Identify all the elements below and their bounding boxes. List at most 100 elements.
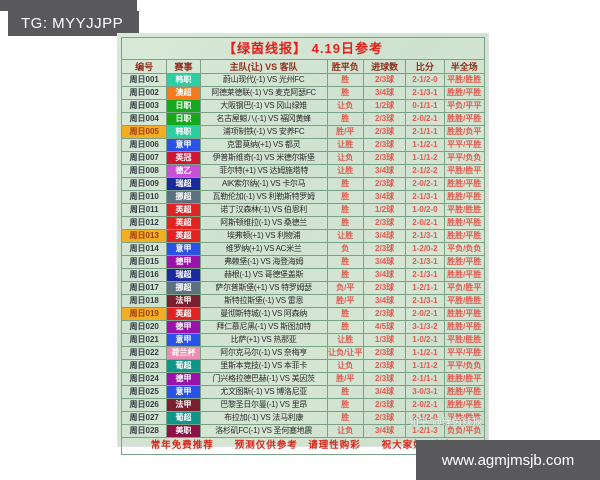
league-badge: 葡超 <box>166 359 201 373</box>
result-pick-cell: 胜 <box>326 385 364 399</box>
league-badge: 英超 <box>166 307 201 321</box>
match-teams-cell: 诺丁汉森林(-1) VS 伯恩利 <box>199 203 328 217</box>
match-number-cell: 周日004 <box>120 112 168 126</box>
match-number-cell: 周日007 <box>120 151 168 165</box>
goals-pick-cell: 1/2球 <box>362 203 407 217</box>
goals-pick-cell: 2/3球 <box>362 112 407 126</box>
result-pick-cell: 胜 <box>326 398 364 412</box>
match-teams-cell: 赫根(-1) VS 哥德堡盖斯 <box>199 268 328 282</box>
league-badge: 英冠 <box>166 151 201 165</box>
goals-pick-cell: 3/4球 <box>362 268 407 282</box>
column-header-4: 进球数 <box>362 59 407 74</box>
halftime-fulltime-cell: 胜胜/平胜 <box>443 86 486 100</box>
column-header-2: 主队(让) VS 客队 <box>199 59 328 74</box>
match-teams-cell: 拜仁慕尼黑(-1) VS 斯图加特 <box>199 320 328 334</box>
halftime-fulltime-cell: 平胜/胜胜 <box>443 333 486 347</box>
league-badge: 韩职 <box>166 125 201 139</box>
league-badge: 荷兰杯 <box>166 346 201 360</box>
result-pick-cell: 胜 <box>326 216 364 230</box>
match-teams-cell: 曼彻斯特城(-1) VS 阿森纳 <box>199 307 328 321</box>
score-pick-cell: 1-1/2-1 <box>405 138 445 152</box>
league-badge: 德甲 <box>166 320 201 334</box>
match-teams-cell: 名古屋鲸八(-1) VS 福冈黄蜂 <box>199 112 328 126</box>
tips-table-photo: 【绿茵线报】 4.19日参考 编号 赛事 主队(让) VS 客队 胜平负 进球数 比分 半全… <box>118 34 488 455</box>
halftime-fulltime-cell: 平胜/胜平 <box>443 164 486 178</box>
goals-pick-cell: 3/4球 <box>362 385 407 399</box>
halftime-fulltime-cell: 胜胜/平胜 <box>443 255 486 269</box>
match-number-cell: 周日010 <box>120 190 168 204</box>
result-pick-cell: 让负 <box>326 424 364 438</box>
match-row: 周日008 德乙 菲尔特(+1) VS 达姆施塔特 让胜 3/4球 2-1/2-2 平胜/胜… <box>120 164 486 178</box>
column-header-6: 半全场 <box>443 59 486 74</box>
result-pick-cell: 让胜 <box>326 138 364 152</box>
match-number-cell: 周日013 <box>120 229 168 243</box>
league-badge: 意甲 <box>166 333 201 347</box>
zhihu-watermark: 知乎 @绿茵线报 <box>408 416 483 429</box>
league-badge: 挪超 <box>166 190 201 204</box>
goals-pick-cell: 3/4球 <box>362 424 407 438</box>
result-pick-cell: 胜 <box>326 177 364 191</box>
match-number-cell: 周日016 <box>120 268 168 282</box>
goals-pick-cell: 1/2球 <box>362 99 407 113</box>
result-pick-cell: 胜/平 <box>326 372 364 386</box>
league-badge: 意甲 <box>166 138 201 152</box>
goals-pick-cell: 2/3球 <box>362 359 407 373</box>
score-pick-cell: 2-1/2-0 <box>405 73 445 87</box>
result-pick-cell: 胜 <box>326 86 364 100</box>
result-pick-cell: 让胜 <box>326 333 364 347</box>
match-teams-cell: 尤文图斯(-1) VS 博洛尼亚 <box>199 385 328 399</box>
goals-pick-cell: 3/4球 <box>362 86 407 100</box>
score-pick-cell: 1-1/1-2 <box>405 359 445 373</box>
result-pick-cell: 负 <box>326 242 364 256</box>
match-number-cell: 周日021 <box>120 333 168 347</box>
table-title: 【绿茵线报】 4.19日参考 <box>121 37 485 60</box>
match-row: 周日025 意甲 尤文图斯(-1) VS 博洛尼亚胜 3/4球 3-0/3-1 胜胜/平胜 <box>120 385 486 399</box>
match-number-cell: 周日008 <box>120 164 168 178</box>
column-header-1: 赛事 <box>166 59 201 74</box>
match-row: 周日010 挪超 瓦勒伦加(-1) VS 利勒斯特罗姆胜 3/4球 2-1/3-1 胜胜/… <box>120 190 486 204</box>
goals-pick-cell: 2/3球 <box>362 73 407 87</box>
match-number-cell: 周日024 <box>120 372 168 386</box>
match-row: 周日005 韩职 浦项制铁(-1) VS 安养FC 胜/平 2/3球 2-1/1-1 胜胜/… <box>120 125 486 139</box>
match-row: 周日017 挪超 萨尔普斯堡(+1) VS 特罗姆瑟 负/平 2/3球 1-2/1-1 平负… <box>120 281 486 295</box>
match-teams-cell: 布拉加(-1) VS 法马利康 <box>199 411 328 425</box>
result-pick-cell: 让负 <box>326 99 364 113</box>
column-header-5: 比分 <box>405 59 445 74</box>
match-number-cell: 周日023 <box>120 359 168 373</box>
site-badge: www.agmjmsjb.com <box>416 440 600 480</box>
goals-pick-cell: 2/3球 <box>362 138 407 152</box>
match-row: 周日023 葡超 里斯本竞技(-1) VS 本菲卡 让负 2/3球 1-1/1-2 平平/负… <box>120 359 486 373</box>
match-row: 周日001 韩职 蔚山现代(-1) VS 光州FC 胜 2/3球 2-1/2-0 平胜/胜胜 <box>120 73 486 87</box>
halftime-fulltime-cell: 平胜/胜胜 <box>443 294 486 308</box>
score-pick-cell: 3-0/3-1 <box>405 385 445 399</box>
match-teams-cell: 菲尔特(+1) VS 达姆施塔特 <box>199 164 328 178</box>
goals-pick-cell: 2/3球 <box>362 307 407 321</box>
match-teams-cell: 比萨(+1) VS 热那亚 <box>199 333 328 347</box>
result-pick-cell: 胜 <box>326 112 364 126</box>
result-pick-cell: 胜 <box>326 255 364 269</box>
score-pick-cell: 2-1/3-1 <box>405 268 445 282</box>
league-badge: 德乙 <box>166 164 201 178</box>
site-badge-label: www.agmjmsjb.com <box>441 451 575 469</box>
match-row: 周日013 英超 埃弗顿(+1) VS 利物浦 让胜 3/4球 2-1/3-1 胜胜/平胜 <box>120 229 486 243</box>
match-number-cell: 周日014 <box>120 242 168 256</box>
result-pick-cell: 胜 <box>326 307 364 321</box>
result-pick-cell: 让负/让平 <box>326 346 364 360</box>
league-badge: 德甲 <box>166 255 201 269</box>
match-teams-cell: 维罗纳(+1) VS AC米兰 <box>199 242 328 256</box>
score-pick-cell: 2-1/1-1 <box>405 125 445 139</box>
match-teams-cell: 大阪钢巴(-1) VS 冈山绿雉 <box>199 99 328 113</box>
column-header-3: 胜平负 <box>326 59 364 74</box>
match-number-cell: 周日018 <box>120 294 168 308</box>
score-pick-cell: 2-1/3-1 <box>405 229 445 243</box>
match-row: 周日015 德甲 弗赖堡(-1) VS 海登海姆胜 3/4球 2-1/3-1 胜胜/平胜 <box>120 255 486 269</box>
result-pick-cell: 让负 <box>326 151 364 165</box>
league-badge: 英超 <box>166 216 201 230</box>
match-number-cell: 周日002 <box>120 86 168 100</box>
score-pick-cell: 1-2/1-1 <box>405 281 445 295</box>
score-pick-cell: 2-1/2-2 <box>405 164 445 178</box>
goals-pick-cell: 2/3球 <box>362 151 407 165</box>
match-teams-cell: 里斯本竞技(-1) VS 本菲卡 <box>199 359 328 373</box>
tips-table: 【绿茵线报】 4.19日参考 编号 赛事 主队(让) VS 客队 胜平负 进球数 比分 半全… <box>120 37 486 455</box>
league-badge: 意甲 <box>166 242 201 256</box>
